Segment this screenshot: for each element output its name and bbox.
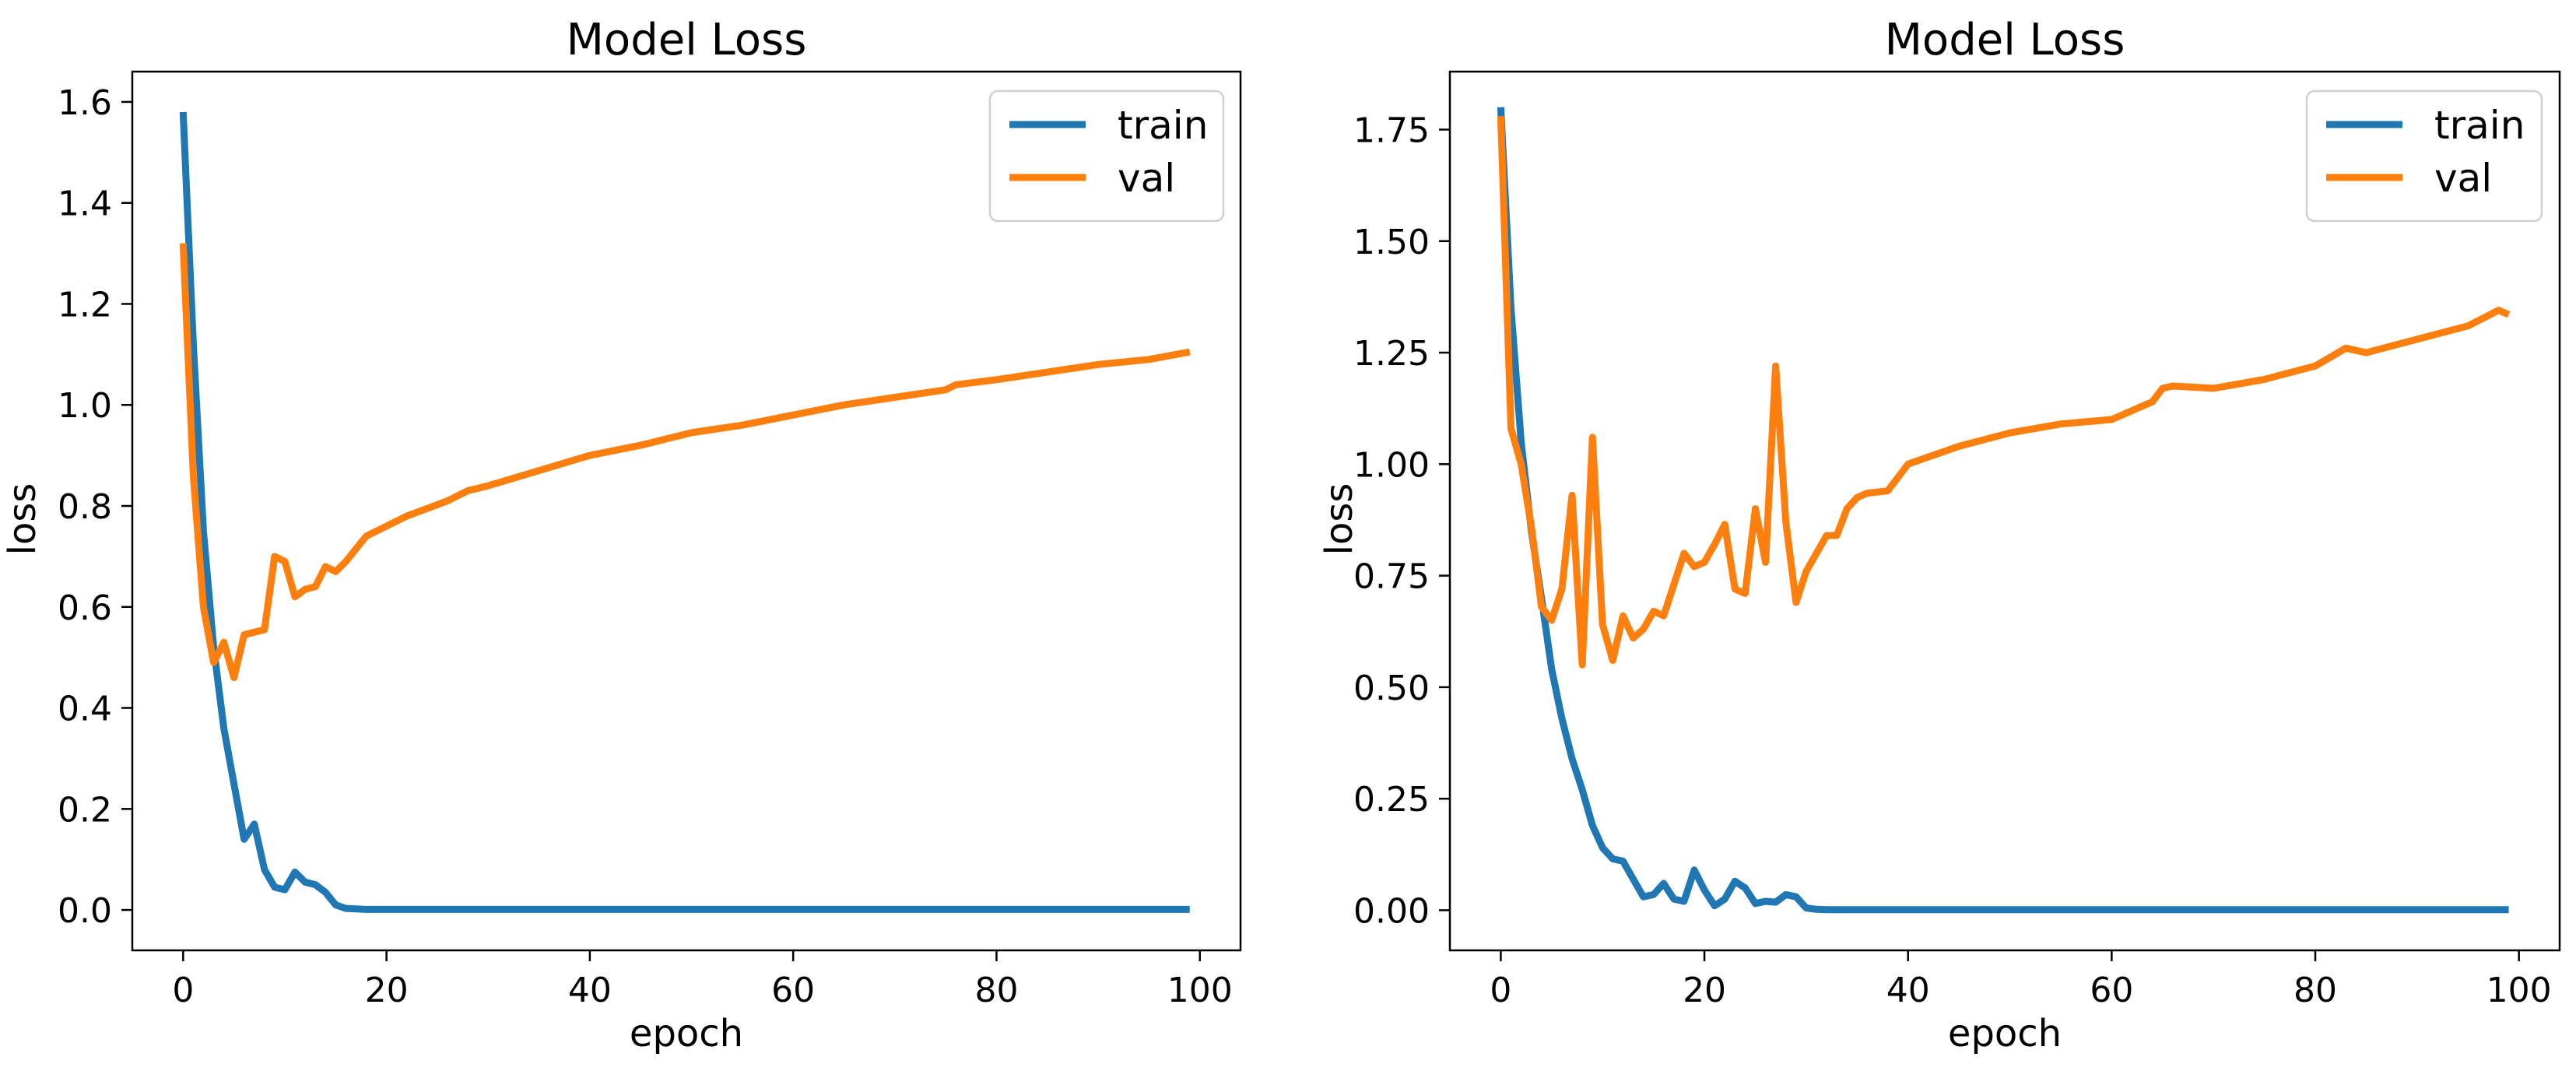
left-x-tick-label: 40 <box>568 971 612 1010</box>
left-x-tick-label: 20 <box>365 971 409 1010</box>
right-y-tick-label: 1.75 <box>1353 111 1430 151</box>
right-loss-plot: Model Loss epoch loss 0 20 40 60 80 100 0.000… <box>1318 15 2561 1055</box>
right-y-tick-label: 0.75 <box>1353 557 1430 597</box>
right-y-tick-label: 1.00 <box>1353 445 1430 485</box>
right-y-tick-label: 0.25 <box>1353 780 1430 820</box>
right-series-group <box>1497 107 2511 914</box>
left-y-tick-label: 1.4 <box>58 184 112 224</box>
left-y-tick-label: 0.4 <box>58 690 112 729</box>
left-y-tick-label: 1.0 <box>58 386 112 426</box>
left-legend: train val <box>988 90 1225 223</box>
left-x-tick-label: 80 <box>974 971 1018 1010</box>
right-x-tick-label: 100 <box>2487 971 2552 1010</box>
right-plot-title: Model Loss <box>1885 15 2125 65</box>
left-x-tick-label: 0 <box>172 971 194 1010</box>
right-train-loss-line <box>1497 107 2509 914</box>
left-legend-train-label: train <box>1118 103 1208 148</box>
left-y-axis-label: loss <box>1 483 44 556</box>
right-y-tick-label: 1.25 <box>1353 334 1430 374</box>
left-y-tick-label: 0.6 <box>58 588 112 628</box>
left-y-tick-label: 0.8 <box>58 487 112 527</box>
left-axes-frame <box>131 70 1242 952</box>
left-train-loss-line <box>179 111 1190 913</box>
right-legend-train-label: train <box>2434 103 2525 148</box>
right-legend: train val <box>2305 90 2543 223</box>
left-series-group <box>179 111 1191 913</box>
left-legend-val-label: val <box>1118 156 1175 201</box>
right-y-axis-label: loss <box>1318 483 1361 556</box>
right-x-tick-label: 60 <box>2090 971 2133 1010</box>
left-loss-plot: Model Loss epoch loss 0 20 40 60 80 100 0.00.… <box>1 15 1242 1055</box>
right-legend-val-label: val <box>2434 156 2492 201</box>
left-plot-title: Model Loss <box>567 15 807 65</box>
right-y-ticks: 0.00 0.25 0.50 0.75 1.00 1.25 1.50 1.75 <box>1353 111 1450 931</box>
left-val-loss-line <box>179 243 1191 682</box>
right-y-tick-label: 1.50 <box>1353 223 1430 262</box>
right-y-tick-label: 0.50 <box>1353 669 1430 708</box>
left-x-tick-label: 100 <box>1167 971 1233 1010</box>
right-axes-frame <box>1448 70 2561 952</box>
right-x-tick-label: 0 <box>1490 971 1511 1010</box>
left-y-tick-label: 0.2 <box>58 790 112 830</box>
right-x-tick-label: 80 <box>2293 971 2337 1010</box>
right-val-loss-line <box>1497 116 2511 669</box>
left-x-axis-label: epoch <box>630 1012 743 1055</box>
left-x-ticks: 0 20 40 60 80 100 <box>172 950 1233 1010</box>
left-y-tick-label: 1.2 <box>58 285 112 325</box>
right-x-tick-label: 20 <box>1683 971 1726 1010</box>
left-y-ticks: 0.0 0.2 0.4 0.6 0.8 1.0 1.2 1.4 1.6 <box>58 83 132 931</box>
right-x-tick-label: 40 <box>1886 971 1930 1010</box>
left-y-tick-label: 0.0 <box>58 891 112 931</box>
right-x-axis-label: epoch <box>1948 1012 2062 1055</box>
right-x-ticks: 0 20 40 60 80 100 <box>1490 950 2552 1010</box>
left-x-tick-label: 60 <box>771 971 815 1010</box>
left-y-tick-label: 1.6 <box>58 83 112 123</box>
right-y-tick-label: 0.00 <box>1353 891 1430 931</box>
